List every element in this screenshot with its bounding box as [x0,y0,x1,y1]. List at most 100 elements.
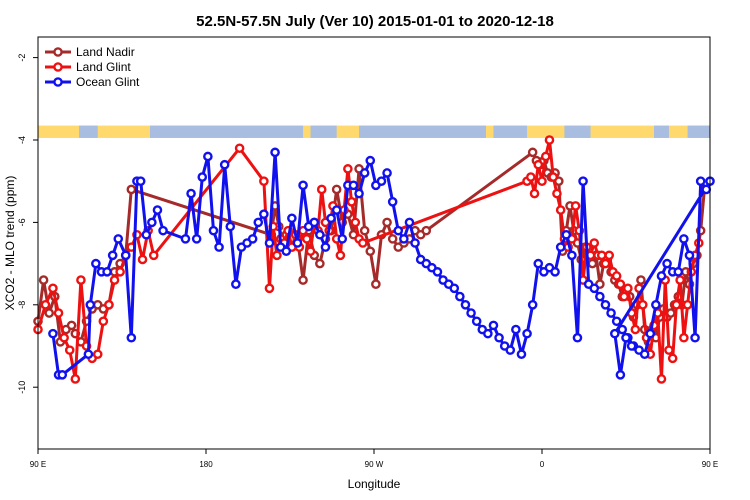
x-tick-label: 0 [540,460,545,469]
data-point [548,172,559,182]
data-point [671,299,682,310]
data-point [83,349,94,360]
data-point [596,250,607,261]
data-point [376,176,387,186]
data-point [152,205,163,215]
data-point [570,201,581,211]
data-point [552,188,562,199]
y-tick-label: -4 [17,136,27,144]
data-point [589,283,600,294]
data-point [404,217,415,228]
data-point [40,299,51,310]
y-axis: -2 -4 -6 -8 -10 [17,54,38,394]
data-point [527,147,538,158]
data-point [259,176,269,186]
data-point [460,299,471,310]
data-point [214,242,224,252]
data-point [606,308,616,318]
data-point [537,176,547,186]
ocean-band-7 [687,125,710,138]
y-tick-label: -6 [17,218,27,226]
data-point [604,250,615,261]
data-point [544,135,555,145]
data-point [91,258,101,269]
data-point [70,374,81,384]
data-point [270,147,280,158]
data-point [639,349,650,360]
data-point [203,151,213,162]
data-point [234,143,245,154]
data-point [550,267,560,277]
data-point [298,180,308,191]
data-point [208,225,219,236]
data-point [53,308,64,318]
y-tick-label: -10 [17,381,27,394]
data-point [527,299,538,310]
data-point [638,299,648,310]
data-point [667,353,678,364]
data-point [115,267,125,277]
data-point [636,275,646,285]
data-point [695,176,706,186]
data-point [326,213,336,224]
data-point [494,332,504,343]
data-point [147,217,157,228]
data-point [148,250,159,261]
data-point [126,332,137,343]
data-point [272,250,282,261]
data-point [48,328,58,339]
data-point [690,332,700,343]
chart-title: 52.5N-57.5N July (Ver 10) 2015-01-01 to … [196,13,554,30]
data-point [645,328,656,339]
series-layer [33,135,715,384]
data-point [191,234,202,244]
data-point [371,279,381,290]
data-point [219,159,230,170]
data-point [684,250,695,261]
data-point [595,291,605,302]
data-point [354,188,364,199]
data-point [357,238,368,248]
legend-swatch-marker [53,47,63,57]
data-point [656,271,667,281]
data-point [158,225,168,236]
data-point [301,234,312,244]
y-tick-label: -8 [17,301,27,309]
y-tick-label: -2 [17,54,27,62]
data-point [421,225,432,236]
data-point [682,299,693,310]
data-point [651,299,661,310]
ocean-band-4 [493,125,528,138]
data-point [92,349,103,360]
series-ocean-glint [48,147,715,380]
data-point [343,164,353,174]
data-point [555,242,566,252]
data-point [104,299,114,310]
data-point [656,374,667,384]
ocean-band-1 [150,125,304,138]
data-point [589,238,600,248]
data-point [382,217,392,228]
data-point [109,275,120,285]
data-point [141,229,152,240]
data-point [561,229,572,240]
data-point [335,250,346,261]
data-point [701,184,712,195]
x-tick-label: 90 W [365,460,384,469]
data-point [320,242,331,252]
data-point [399,234,409,244]
data-point [675,275,685,285]
data-point [621,332,631,343]
data-point [533,159,544,170]
data-point [471,316,482,327]
data-point [529,188,540,199]
data-point [664,345,674,355]
data-point [626,341,637,351]
data-point [567,250,577,261]
data-point [483,328,493,339]
data-point [346,196,357,207]
x-tick-label: 180 [199,460,213,469]
data-point [225,221,236,232]
data-point [197,172,208,182]
